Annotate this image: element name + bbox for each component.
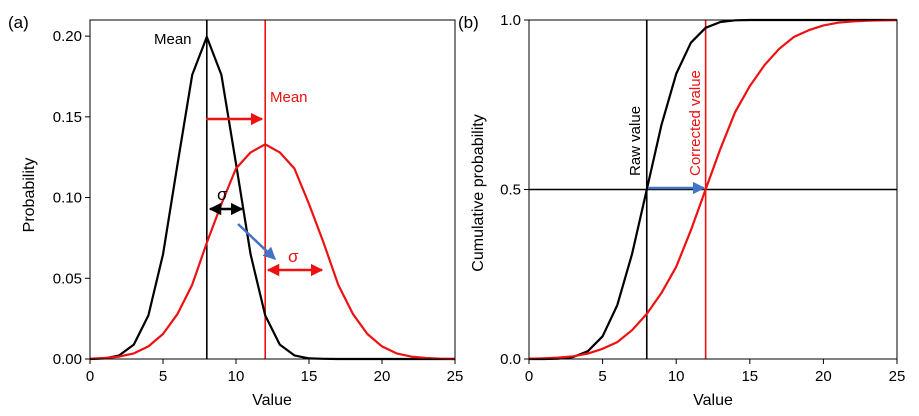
x-tick-label-b: 5 bbox=[598, 368, 606, 385]
x-tick-label-a: 25 bbox=[447, 368, 464, 385]
x-tick-label-a: 10 bbox=[228, 368, 245, 385]
annotation-mean-black: Mean bbox=[154, 31, 192, 48]
annotation-mean-red: Mean bbox=[270, 89, 308, 106]
y-axis-label-b: Cumulative probability bbox=[470, 114, 487, 271]
x-tick-label-a: 5 bbox=[159, 368, 167, 385]
annotation-raw-value: Raw value bbox=[627, 106, 644, 176]
sigma-transform-arrow bbox=[237, 223, 276, 260]
y-tick-label-a: 0.15 bbox=[53, 109, 82, 126]
series-line-b-1 bbox=[528, 18, 898, 360]
series-line-a-1 bbox=[89, 143, 456, 361]
annotation-sigma-red: σ bbox=[288, 247, 299, 266]
x-tick-label-b: 10 bbox=[668, 368, 685, 385]
y-tick-label-a: 0.10 bbox=[53, 190, 82, 207]
y-tick-label-a: 0.00 bbox=[53, 351, 82, 368]
annotation-sigma-black: σ bbox=[217, 185, 228, 204]
x-tick-label-a: 0 bbox=[86, 368, 94, 385]
panel-b: 0 5 10 15 20 25 0.0 0.5 1.0 Value Cumulative pro… bbox=[470, 12, 905, 409]
x-tick-label-a: 20 bbox=[374, 368, 391, 385]
y-tick-label-b: 1.0 bbox=[500, 12, 521, 29]
y-tick-label-b: 0.0 bbox=[500, 351, 521, 368]
panel-a: 0 5 10 15 20 25 0.00 0.05 0.10 0.15 0.20 Value Pro… bbox=[21, 19, 464, 409]
x-tick-label-b: 20 bbox=[815, 368, 832, 385]
panel-label-a: (a) bbox=[8, 13, 29, 32]
y-tick-label-a: 0.20 bbox=[53, 28, 82, 45]
y-tick-label-a: 0.05 bbox=[53, 270, 82, 287]
x-tick-label-b: 0 bbox=[525, 368, 533, 385]
x-tick-label-b: 15 bbox=[741, 368, 758, 385]
x-axis-label-b: Value bbox=[693, 392, 733, 409]
panel-label-b: (b) bbox=[458, 13, 479, 32]
annotation-corrected-value: Corrected value bbox=[687, 70, 704, 176]
x-tick-label-b: 25 bbox=[889, 368, 906, 385]
series-line-a-0 bbox=[89, 35, 455, 361]
y-axis-label-a: Probability bbox=[21, 158, 38, 233]
x-tick-label-a: 15 bbox=[301, 368, 318, 385]
axes-frame-a bbox=[89, 19, 456, 360]
x-axis-label-a: Value bbox=[252, 392, 292, 409]
y-tick-label-b: 0.5 bbox=[500, 182, 521, 199]
